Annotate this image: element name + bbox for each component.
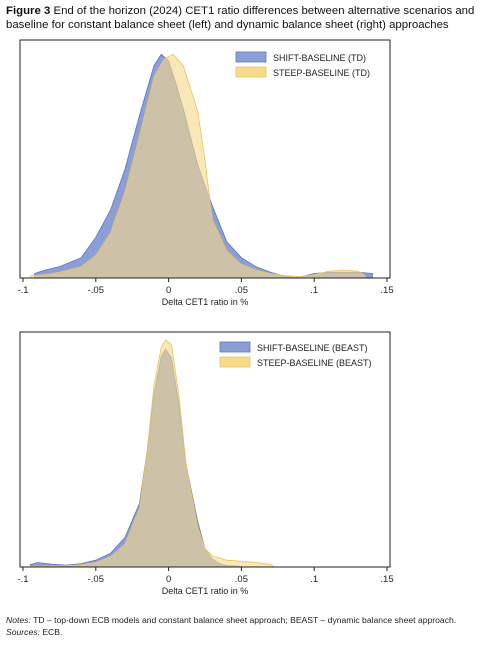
- legend-label-steep: STEEP-BASELINE (BEAST): [257, 358, 372, 368]
- notes-label: Notes:: [6, 615, 31, 625]
- x-tick-label: 0: [166, 574, 171, 585]
- x-axis-label: Delta CET1 ratio in %: [162, 586, 249, 596]
- legend-swatch-shift: [219, 341, 251, 353]
- density-area-steep: [29, 53, 366, 279]
- figure-notes: Notes: TD – top-down ECB models and cons…: [6, 614, 498, 638]
- x-tick-label: .05: [235, 574, 248, 585]
- legend-label-shift: SHIFT-BASELINE (TD): [273, 53, 366, 63]
- x-tick-label: .1: [310, 574, 318, 585]
- figure-caption: Figure 3 End of the horizon (2024) CET1 …: [6, 4, 494, 32]
- legend-label-steep: STEEP-BASELINE (TD): [273, 68, 370, 78]
- density-area-steep: [29, 339, 274, 568]
- x-tick-label: 0: [166, 285, 171, 296]
- chart-bottom-beast: -.1 -.05 0 .05 .1 .15 Delta CET1 ratio in % SHI…: [17, 331, 394, 596]
- figure-label: Figure 3: [6, 5, 51, 17]
- figure-caption-text: End of the horizon (2024) CET1 ratio dif…: [6, 5, 475, 31]
- plot-frame: [19, 331, 391, 568]
- chart-top-td: -.1 -.05 0 .05 .1 .15 Delta CET1 ratio in % SHI…: [17, 39, 394, 307]
- sources-line: Sources: ECB.: [6, 626, 498, 638]
- x-tick-label: .15: [380, 574, 393, 585]
- x-tick-label: .15: [380, 285, 393, 296]
- x-tick-label: .05: [235, 285, 248, 296]
- legend-swatch-steep: [219, 356, 251, 368]
- notes-line: Notes: TD – top-down ECB models and cons…: [6, 614, 498, 626]
- notes-text: TD – top-down ECB models and constant ba…: [33, 615, 457, 625]
- x-tick-label: .1: [310, 285, 318, 296]
- legend-swatch-steep: [235, 66, 267, 78]
- sources-label: Sources:: [6, 627, 40, 637]
- legend: SHIFT-BASELINE (TD) STEEP-BASELINE (TD): [235, 51, 370, 78]
- sources-text: ECB.: [42, 627, 63, 637]
- legend: SHIFT-BASELINE (BEAST) STEEP-BASELINE (BE…: [219, 341, 372, 368]
- legend-label-shift: SHIFT-BASELINE (BEAST): [257, 343, 368, 353]
- x-axis-label: Delta CET1 ratio in %: [162, 297, 249, 307]
- x-tick-label: -.05: [88, 285, 104, 296]
- x-tick-label: -.1: [17, 574, 28, 585]
- legend-swatch-shift: [235, 51, 267, 63]
- x-tick-label: -.05: [88, 574, 104, 585]
- x-tick-label: -.1: [17, 285, 28, 296]
